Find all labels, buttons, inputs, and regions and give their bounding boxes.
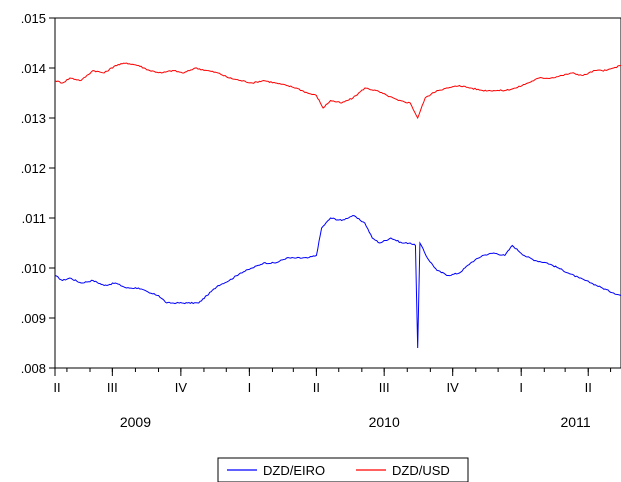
- x-quarter-label-8: II: [585, 380, 592, 395]
- x-year-label-2: 2011: [561, 414, 591, 430]
- y-axis: .008 .009 .010 .011 .012 .013 .014 .015: [21, 11, 55, 376]
- legend-box: [217, 457, 469, 482]
- y-tick-label-7: .015: [21, 11, 46, 26]
- series-line-1: [54, 62, 621, 120]
- x-quarter-label-7: I: [519, 380, 523, 395]
- series-layer: [54, 62, 621, 349]
- x-quarter-label-2: IV: [175, 380, 188, 395]
- x-quarter-label-5: III: [379, 380, 390, 395]
- plot-frame: [54, 17, 621, 369]
- y-tick-label-0: .008: [21, 361, 46, 376]
- y-tick-label-3: .011: [22, 211, 46, 226]
- legend-label-dzd-eiro: DZD/EIRO: [263, 463, 325, 478]
- x-quarter-label-3: I: [248, 380, 252, 395]
- y-tick-label-4: .012: [21, 161, 46, 176]
- y-tick-label-2: .010: [21, 261, 46, 276]
- y-tick-label-6: .014: [21, 61, 46, 76]
- x-year-label-1: 2010: [369, 414, 400, 430]
- series-line-0: [54, 214, 621, 349]
- x-quarter-label-4: II: [313, 380, 320, 395]
- legend-label-dzd-usd: DZD/USD: [392, 463, 450, 478]
- x-quarter-label-0: II: [53, 380, 60, 395]
- y-tick-label-1: .009: [21, 311, 46, 326]
- x-quarter-label-6: IV: [447, 380, 460, 395]
- legend: DZD/EIRO DZD/USD: [217, 457, 469, 482]
- x-year-label-0: 2009: [120, 414, 151, 430]
- x-quarter-label-1: III: [107, 380, 118, 395]
- y-tick-label-5: .013: [21, 111, 46, 126]
